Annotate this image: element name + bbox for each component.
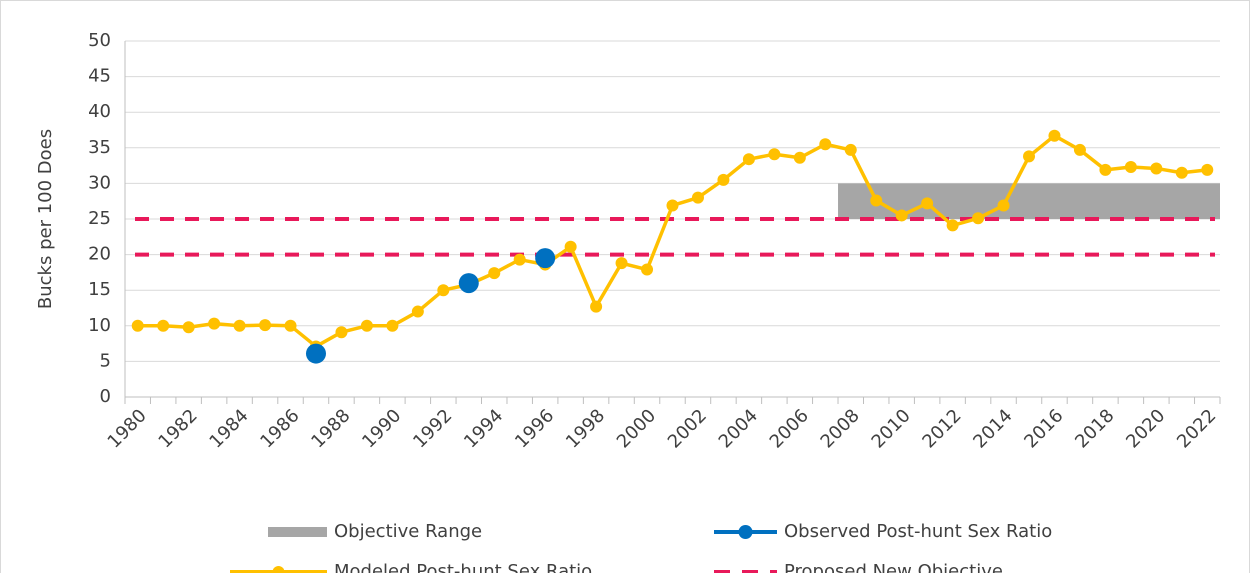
- point: [411, 305, 424, 318]
- point: [458, 273, 479, 294]
- point: [793, 151, 806, 164]
- point: [921, 197, 934, 210]
- y-tick-label: 35: [88, 137, 111, 158]
- point: [182, 321, 195, 334]
- point: [259, 319, 272, 332]
- point: [1073, 143, 1086, 156]
- y-tick-label: 30: [88, 172, 111, 193]
- y-tick-label: 25: [88, 208, 111, 229]
- legend-swatch: [272, 566, 285, 573]
- legend-swatch: [738, 525, 753, 539]
- y-tick-label: 40: [88, 101, 111, 122]
- legend-label: Observed Post-hunt Sex Ratio: [784, 521, 1052, 542]
- y-tick-label: 50: [88, 30, 111, 51]
- point: [972, 212, 985, 225]
- y-tick-label: 45: [88, 66, 111, 87]
- point: [131, 319, 144, 332]
- point: [870, 194, 883, 207]
- y-axis-label: Bucks per 100 Does: [35, 129, 56, 309]
- point: [535, 248, 556, 269]
- point: [437, 284, 450, 297]
- y-tick-label: 0: [100, 386, 111, 407]
- y-tick-label: 5: [100, 350, 111, 371]
- legend-label: Modeled Post-hunt Sex Ratio: [334, 561, 592, 573]
- legend-label: Objective Range: [334, 521, 482, 542]
- point: [895, 209, 908, 222]
- point: [717, 173, 730, 186]
- point: [615, 257, 628, 270]
- point: [1048, 129, 1061, 142]
- point: [157, 319, 170, 332]
- point: [1150, 162, 1163, 175]
- point: [946, 219, 959, 232]
- point: [513, 253, 526, 266]
- point: [691, 191, 704, 204]
- y-tick-label: 15: [88, 279, 111, 300]
- point: [1175, 166, 1188, 179]
- legend-label: Proposed New Objective: [784, 561, 1003, 573]
- legend-swatch: [268, 527, 327, 537]
- point: [742, 153, 755, 166]
- point: [1124, 161, 1137, 174]
- point: [1099, 163, 1112, 176]
- point: [590, 300, 603, 313]
- point: [1023, 150, 1036, 163]
- point: [305, 343, 326, 364]
- point: [768, 148, 781, 161]
- point: [233, 319, 246, 332]
- point: [666, 199, 679, 212]
- point: [997, 199, 1010, 212]
- point: [819, 138, 832, 151]
- point: [564, 240, 577, 253]
- point: [360, 319, 373, 332]
- y-tick-label: 10: [88, 315, 111, 336]
- point: [208, 317, 221, 330]
- point: [488, 267, 501, 280]
- point: [1201, 163, 1214, 176]
- point: [335, 326, 348, 339]
- point: [641, 263, 654, 276]
- y-tick-label: 20: [88, 244, 111, 265]
- point: [284, 319, 297, 332]
- point: [844, 143, 857, 156]
- point: [386, 319, 399, 332]
